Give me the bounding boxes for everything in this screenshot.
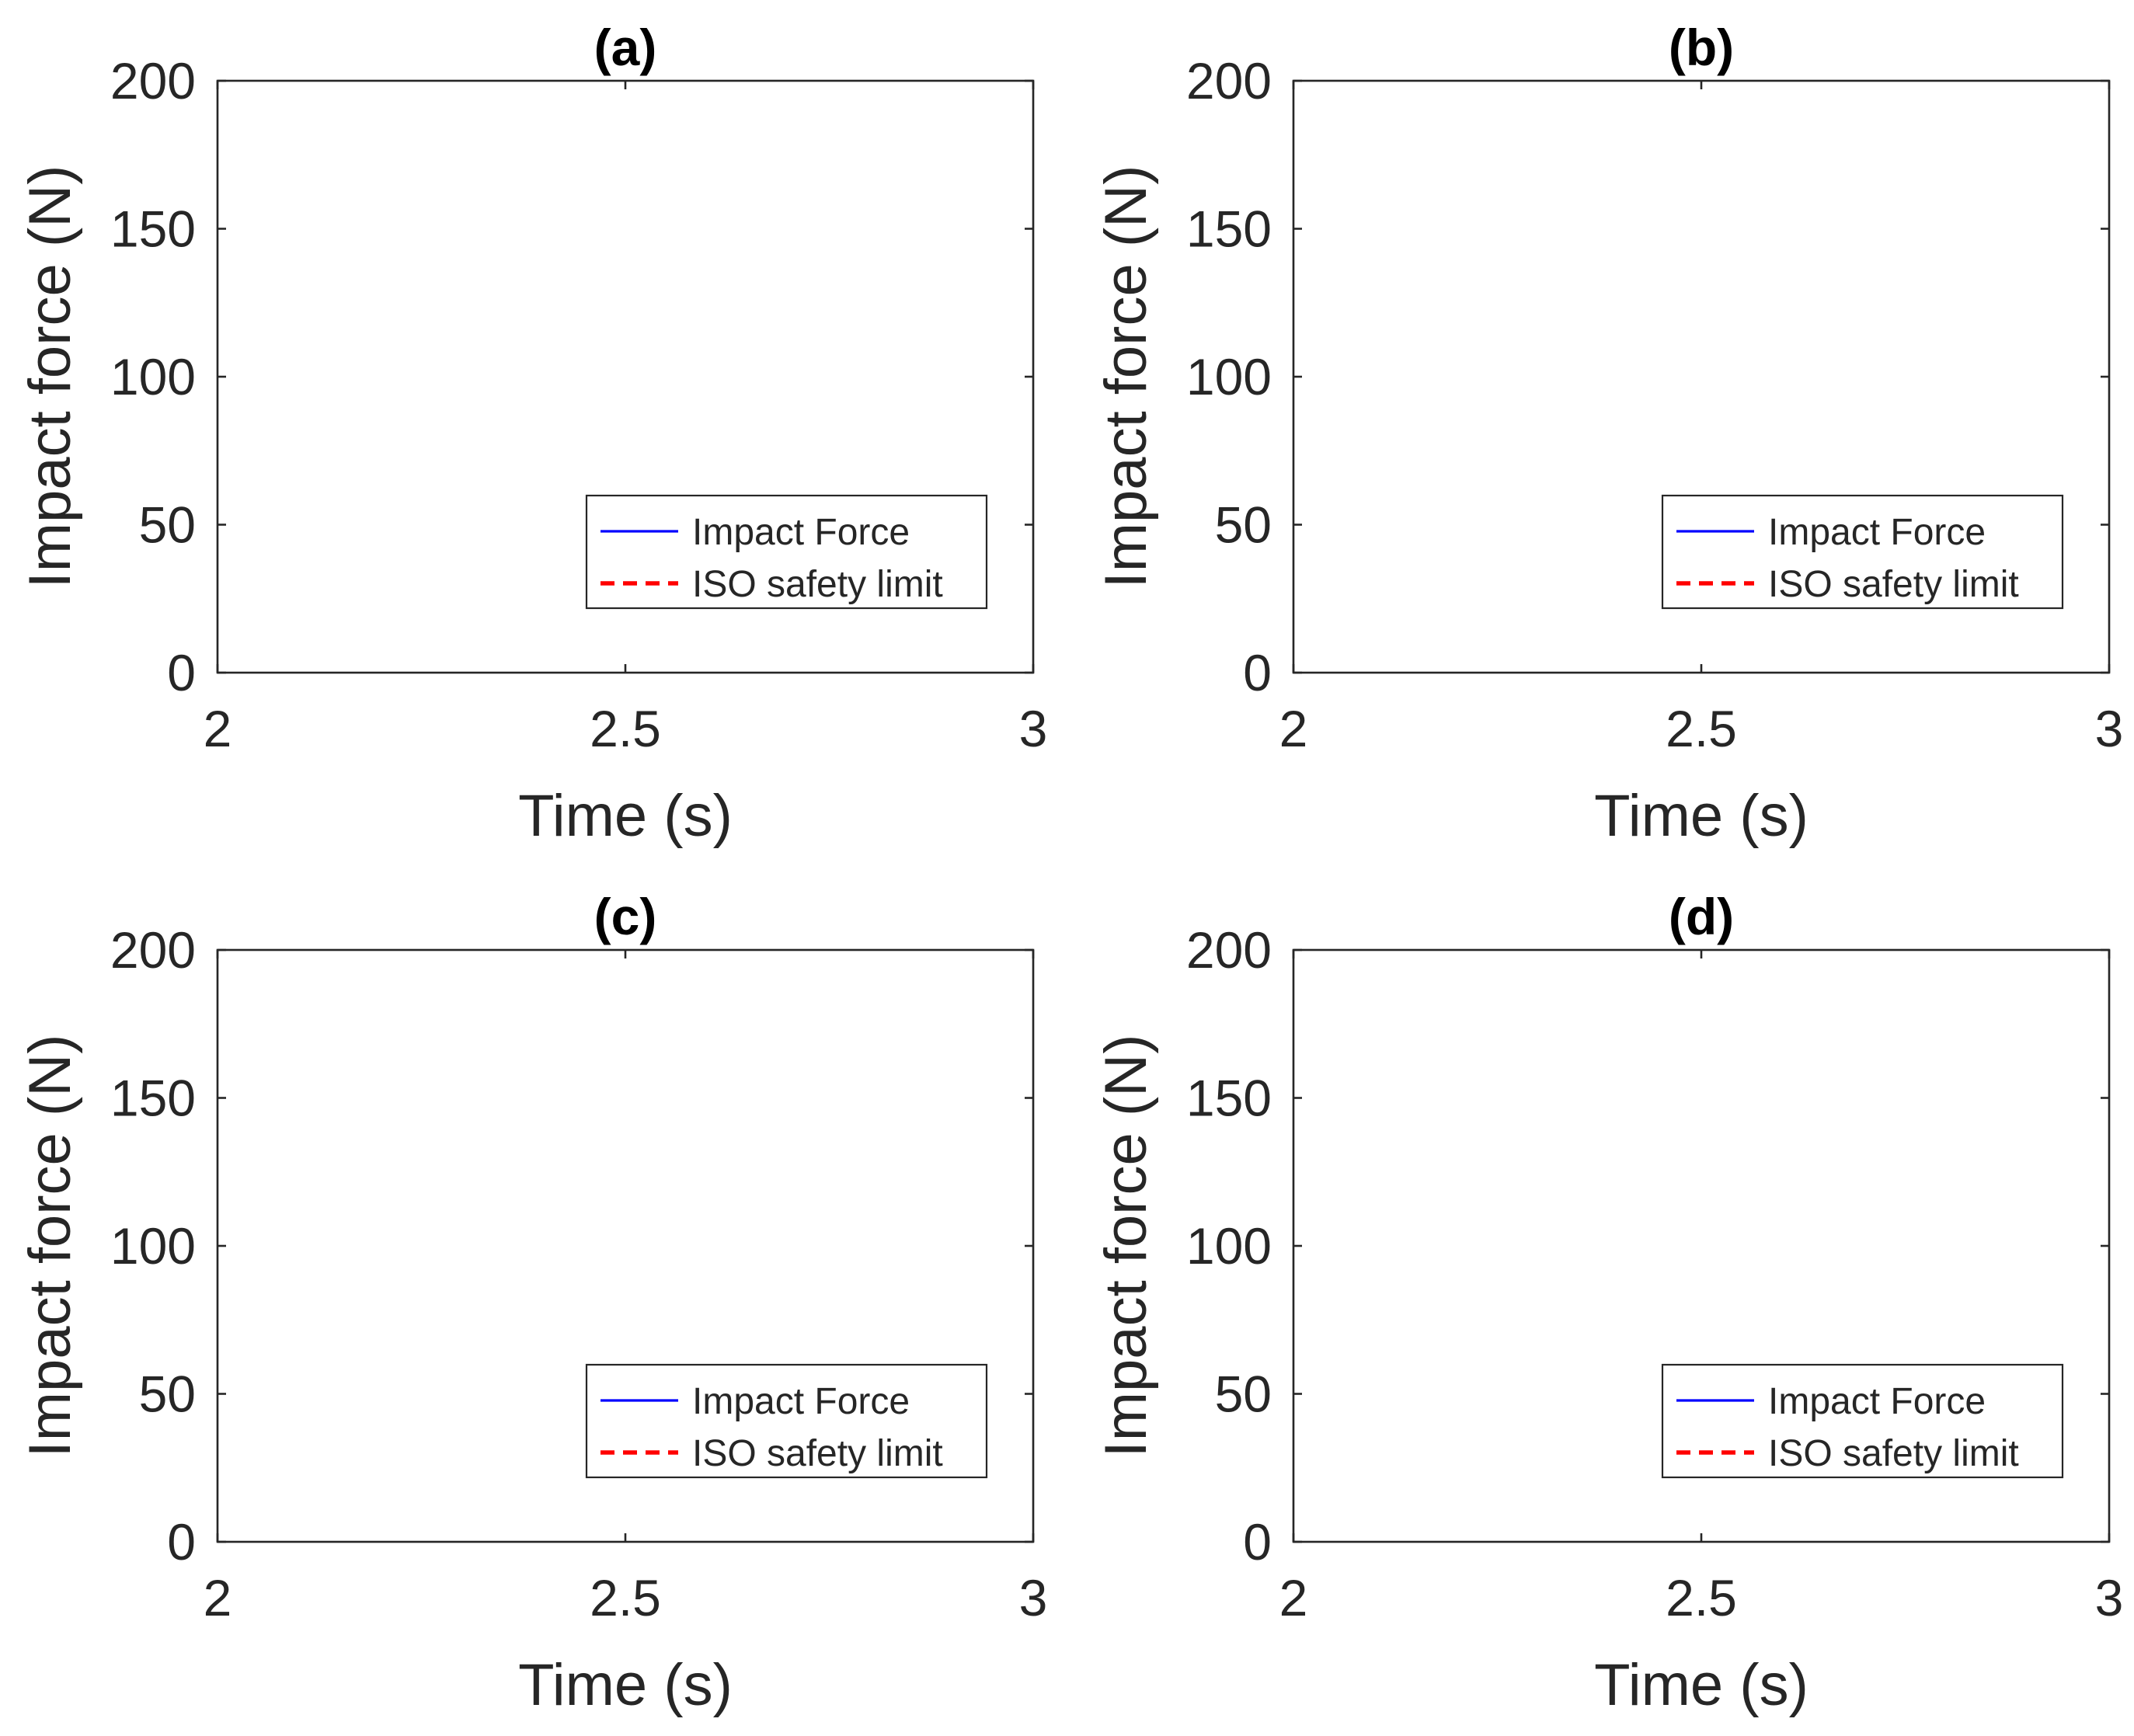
y-tick-label: 0 [167,1513,196,1571]
legend-box [1661,1363,2064,1479]
legend-box [1661,494,2064,610]
chart-panel-b: 0 50 100 150 200 2 2.5 3 (b) Time (s) Impact force… [1093,19,2123,849]
legend-box [585,1363,988,1479]
x-tick-label: 3 [2095,700,2124,757]
x-axis-label: Time (s) [1594,1652,1809,1718]
y-tick-label: 50 [1215,1365,1272,1423]
legend-label-iso-limit: ISO safety limit [1768,1433,2019,1474]
chart-panel-c: 0 50 100 150 200 2 2.5 3 (c) Time (s) Impact force… [17,888,1047,1718]
x-tick-label: 2 [1279,700,1308,757]
x-tick-label: 2.5 [1666,700,1737,757]
legend: Impact Force ISO safety limit [1661,494,2064,610]
x-tick-label: 3 [2095,1569,2124,1626]
y-tick-label: 200 [110,921,196,979]
legend-box [585,494,988,610]
x-tick-label: 3 [1019,700,1048,757]
x-tick-label: 2.5 [590,700,661,757]
y-tick-label: 50 [1215,496,1272,554]
y-tick-label: 50 [139,1365,196,1423]
x-axis-label: Time (s) [1594,783,1809,849]
y-tick-label: 100 [110,348,196,405]
legend-label-impact-force: Impact Force [1768,1381,1986,1422]
x-axis-label: Time (s) [518,1652,733,1718]
y-tick-label: 150 [1186,200,1272,258]
x-tick-label: 2 [204,700,232,757]
legend: Impact Force ISO safety limit [585,494,988,610]
panel-title: (c) [594,888,657,945]
y-tick-label: 200 [1186,921,1272,979]
y-tick-label: 150 [110,1070,196,1127]
y-axis-label: Impact force (N) [17,1035,83,1458]
y-tick-label: 200 [1186,52,1272,110]
y-tick-label: 50 [139,496,196,554]
y-tick-label: 200 [110,52,196,110]
y-axis-label: Impact force (N) [17,165,83,589]
x-tick-label: 2.5 [1666,1569,1737,1626]
panel-title: (b) [1669,19,1734,76]
y-tick-label: 0 [1243,1513,1272,1571]
chart-panel-a: 0 50 100 150 200 2 2.5 3 (a) Time (s) Impact force… [17,19,1047,849]
x-tick-label: 3 [1019,1569,1048,1626]
y-tick-label: 0 [1243,644,1272,701]
y-tick-label: 100 [1186,1217,1272,1275]
panel-title: (a) [594,19,657,76]
x-tick-label: 2 [204,1569,232,1626]
legend-label-iso-limit: ISO safety limit [692,1433,943,1474]
y-tick-label: 100 [110,1217,196,1275]
y-tick-label: 0 [167,644,196,701]
x-tick-label: 2 [1279,1569,1308,1626]
y-tick-label: 100 [1186,348,1272,405]
y-tick-label: 150 [1186,1070,1272,1127]
legend-label-impact-force: Impact Force [692,512,910,553]
legend-label-impact-force: Impact Force [692,1381,910,1422]
legend-label-iso-limit: ISO safety limit [1768,564,2019,605]
y-axis-label: Impact force (N) [1093,165,1159,589]
chart-panel-d: 0 50 100 150 200 2 2.5 3 (d) Time (s) Impact force… [1093,888,2123,1718]
panel-title: (d) [1669,888,1734,945]
x-axis-label: Time (s) [518,783,733,849]
y-tick-label: 150 [110,200,196,258]
legend: Impact Force ISO safety limit [1661,1363,2064,1479]
legend-label-iso-limit: ISO safety limit [692,564,943,605]
legend: Impact Force ISO safety limit [585,1363,988,1479]
x-tick-label: 2.5 [590,1569,661,1626]
legend-label-impact-force: Impact Force [1768,512,1986,553]
y-axis-label: Impact force (N) [1093,1035,1159,1458]
